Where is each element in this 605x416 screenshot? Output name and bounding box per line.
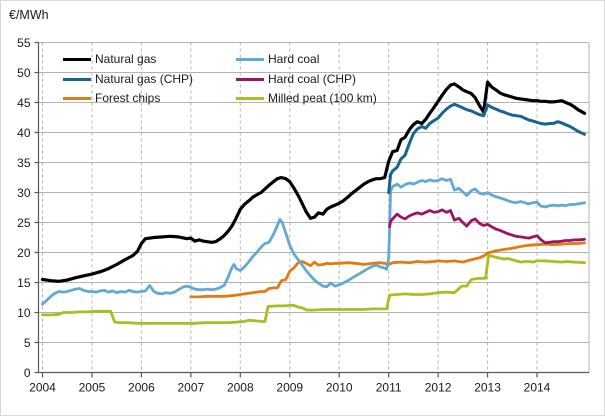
x-tick-label: 2012 [425,381,452,395]
x-tick-label: 2014 [524,381,551,395]
y-tick-label: 55 [17,36,31,50]
x-tick-label: 2004 [29,381,56,395]
series-line-natural-gas-chp [387,102,586,194]
series-line-forest-chips [189,241,586,299]
x-tick-label: 2007 [177,381,204,395]
x-tick-label: 2009 [276,381,303,395]
y-axis-unit-label: €/MWh [9,8,49,22]
y-tick-label: 25 [17,216,31,230]
y-tick-label: 35 [17,156,31,170]
y-tick-label: 5 [24,336,31,350]
x-tick-label: 2010 [326,381,353,395]
y-tick-label: 40 [17,126,31,140]
y-tick-label: 45 [17,96,31,110]
y-tick-label: 15 [17,276,31,290]
series-line-natural-gas [40,80,587,283]
x-tick-label: 2005 [79,381,106,395]
y-tick-label: 10 [17,306,31,320]
series-line-hard-coal [41,177,586,306]
x-tick-label: 2006 [128,381,155,395]
y-tick-label: 20 [17,246,31,260]
y-tick-label: 30 [17,186,31,200]
x-tick-label: 2013 [474,381,501,395]
series-line-hard-coal-chp [388,208,586,245]
y-tick-label: 0 [24,366,31,380]
series-line-milled-peat-100-km [41,254,586,325]
x-tick-label: 2008 [227,381,254,395]
y-tick-label: 50 [17,66,31,80]
x-tick-label: 2011 [376,381,402,395]
